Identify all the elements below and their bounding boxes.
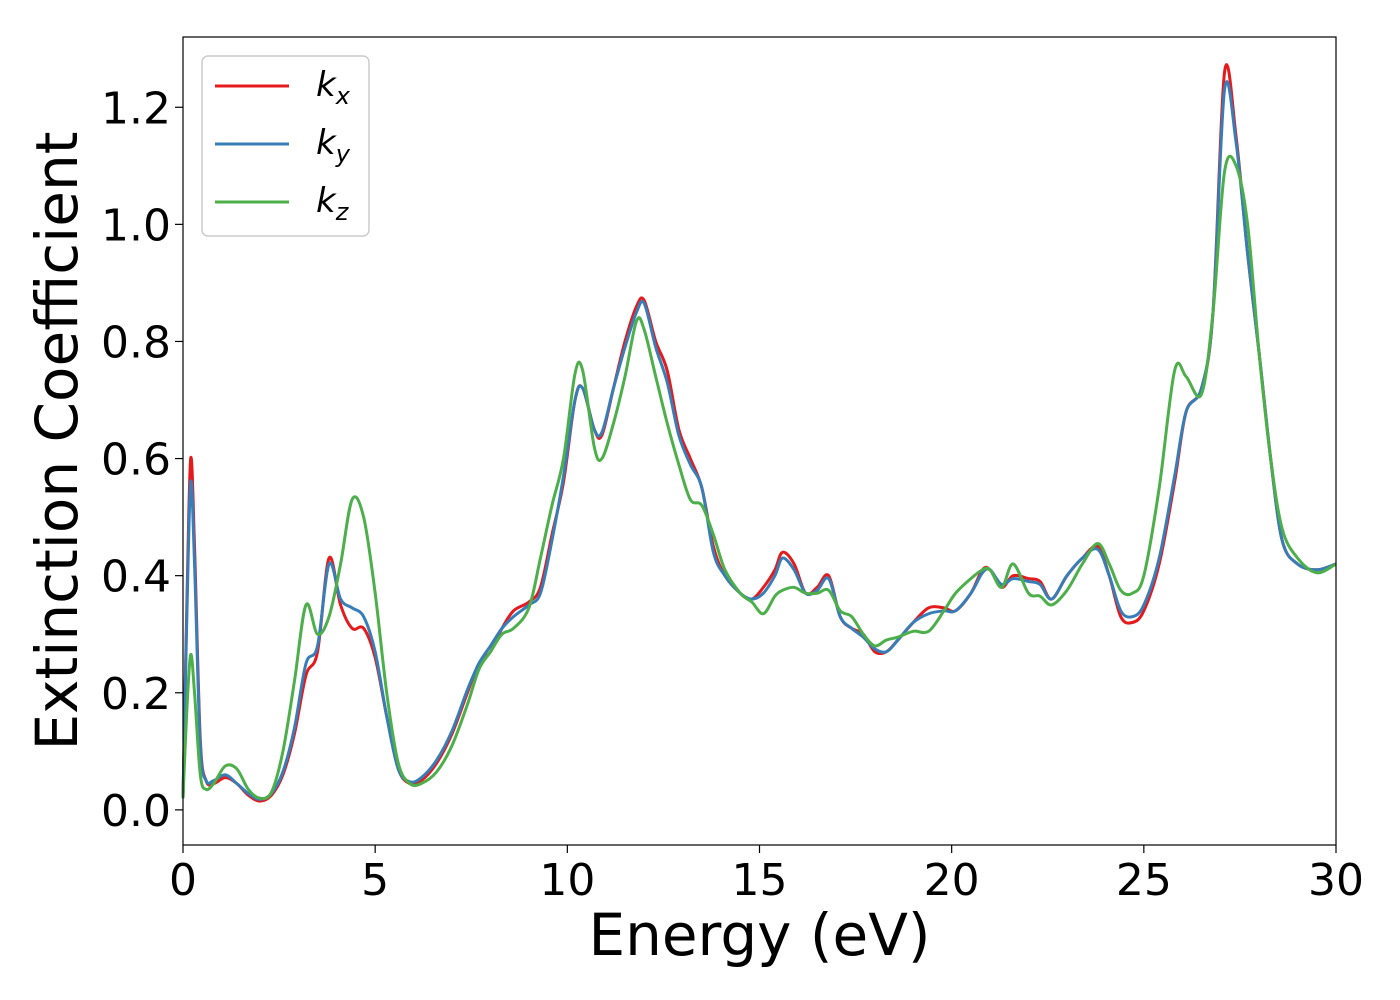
y-tick-label: 0.2 xyxy=(101,669,171,720)
y-tick-label: 0.4 xyxy=(101,552,171,603)
y-tick-label: 0.8 xyxy=(101,317,171,368)
ticks-layer: 0 5 10 15 20 25 30 0.0 0.2 0.4 0.6 0.8 1.0 1.2 xyxy=(101,83,1364,906)
x-tick-label: 0 xyxy=(169,855,197,906)
series-line-kz xyxy=(181,154,1337,801)
y-tick-label: 1.0 xyxy=(101,200,171,251)
x-tick-label: 10 xyxy=(539,855,595,906)
legend-label-ky: ky xyxy=(316,123,351,168)
series-layer xyxy=(181,63,1337,803)
y-tick-label: 0.0 xyxy=(101,786,171,837)
y-tick-label: 1.2 xyxy=(101,83,171,134)
x-axis-label: Energy (eV) xyxy=(588,901,930,969)
y-tick-label: 0.6 xyxy=(101,435,171,486)
legend-box xyxy=(201,55,370,237)
legend: kx ky kz xyxy=(201,55,370,237)
legend-label-kz: kz xyxy=(316,181,350,226)
x-tick-label: 25 xyxy=(1116,855,1172,906)
plot-background xyxy=(183,37,1336,845)
legend-label-kx: kx xyxy=(316,65,351,110)
y-axis-label: Extinction Coefficient xyxy=(23,132,91,751)
x-tick-label: 5 xyxy=(361,855,389,906)
x-tick-label: 15 xyxy=(732,855,788,906)
x-tick-label: 20 xyxy=(924,855,980,906)
x-tick-label: 30 xyxy=(1308,855,1364,906)
